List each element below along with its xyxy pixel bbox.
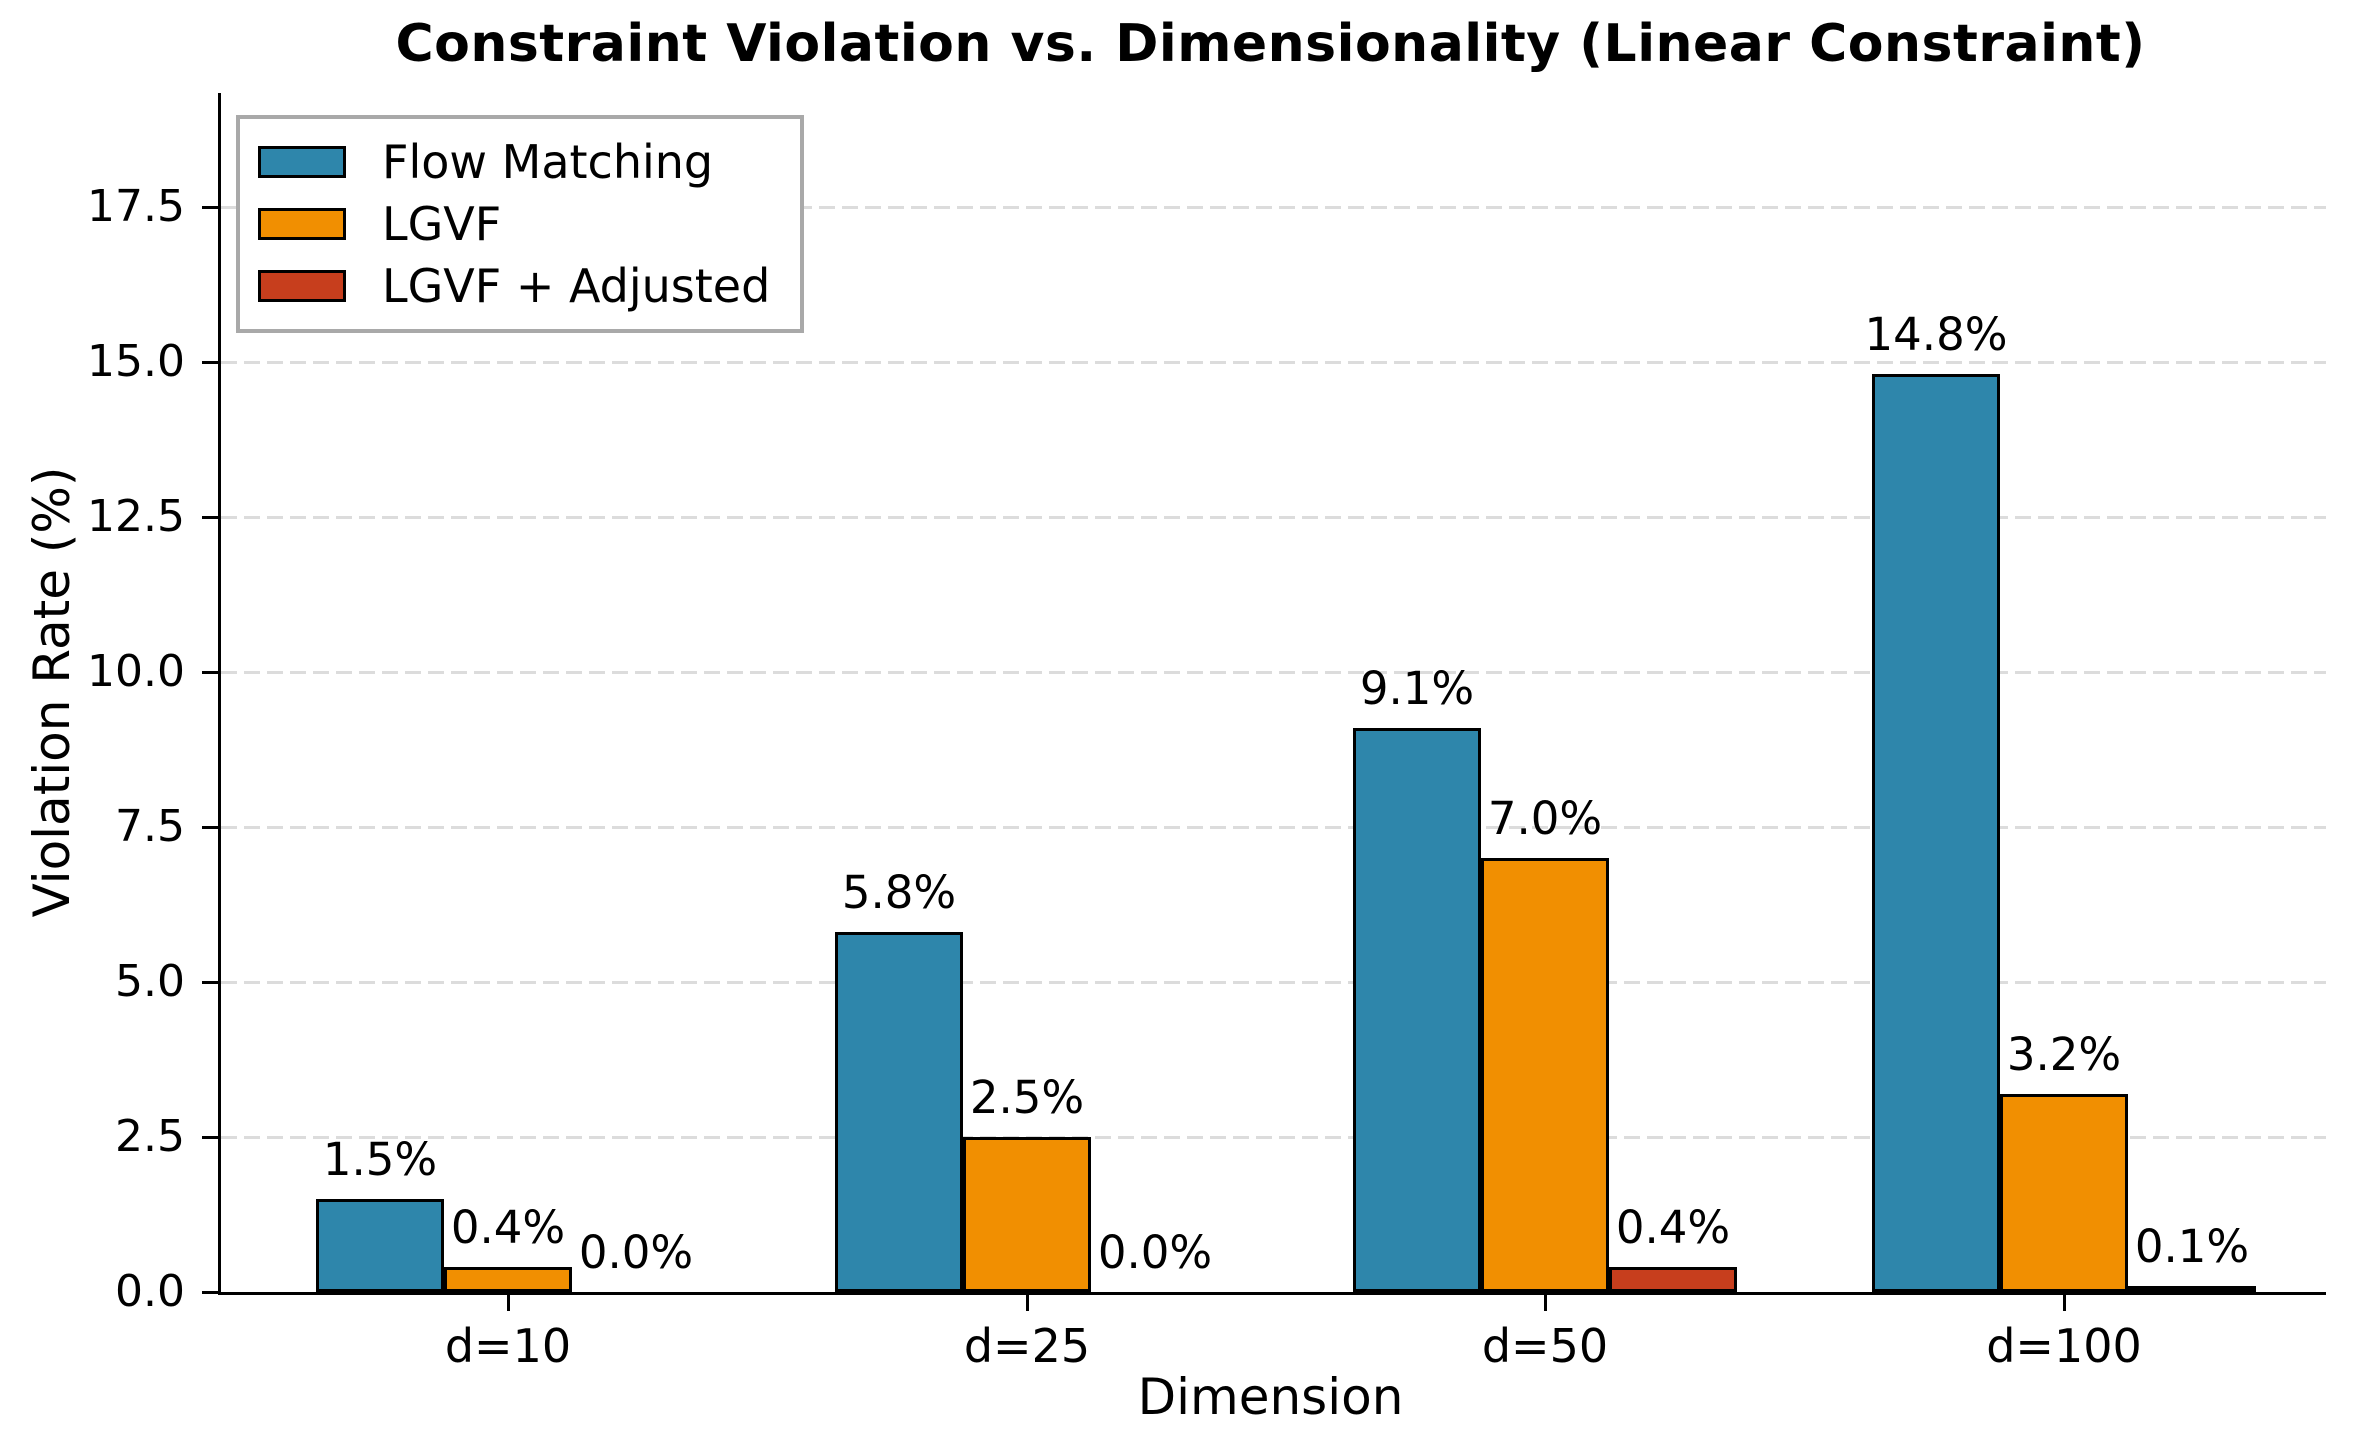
plot-area: 0.0 2.5 5.0 7.5 10.0 12.5 15.0 17.5 d=10 d=25 d=50… [87,93,2326,1373]
bar-flow-matching-d=10 [316,1199,444,1292]
y-tick-label-0.0: 0.0 [115,1266,185,1317]
gridline-2.5 [221,1135,2326,1139]
legend-item-lgvf: LGVF [258,193,770,255]
y-tick-mark-0.0 [202,1290,218,1294]
x-tick-label-d=10: d=10 [444,1319,572,1373]
value-label-lgvf-adjusted-d=25: 0.0% [1097,1226,1213,1279]
x-tick-label-d=50: d=50 [1481,1319,1609,1373]
value-label-flow-matching-d=50: 9.1% [1359,662,1475,715]
y-tick-label-15.0: 15.0 [87,336,185,387]
gridline-17.5 [221,205,2326,209]
legend-label: LGVF [382,197,502,251]
x-axis-label: Dimension [1137,1368,1404,1426]
bar-lgvf-d=100 [2000,1094,2128,1292]
y-tick-label-5.0: 5.0 [115,956,185,1007]
y-tick-mark-5.0 [202,980,218,984]
legend-swatch-icon [258,208,346,240]
y-tick-mark-12.5 [202,515,218,519]
value-label-lgvf-d=100: 3.2% [2006,1028,2122,1081]
bar-lgvf-d=10 [444,1267,572,1292]
y-tick-label-7.5: 7.5 [115,801,185,852]
x-tick-label-d=25: d=25 [963,1319,1091,1373]
y-tick-mark-10.0 [202,670,218,674]
value-label-lgvf-d=10: 0.4% [450,1201,566,1254]
bar-flow-matching-d=25 [835,932,963,1292]
value-label-lgvf-adjusted-d=50: 0.4% [1615,1201,1731,1254]
legend-label: LGVF + Adjusted [382,259,771,313]
x-tick-label-d=100: d=100 [1986,1319,2142,1373]
y-tick-mark-7.5 [202,825,218,829]
gridline-15.0 [221,360,2326,364]
value-label-flow-matching-d=10: 1.5% [322,1133,438,1186]
legend-item-flow-matching: Flow Matching [258,131,770,193]
value-label-lgvf-adjusted-d=100: 0.1% [2134,1220,2250,1273]
y-tick-label-10.0: 10.0 [87,646,185,697]
legend-item-lgvf-adjusted: LGVF + Adjusted [258,255,770,317]
gridline-5.0 [221,980,2326,984]
value-label-flow-matching-d=100: 14.8% [1864,308,2008,361]
y-tick-label-12.5: 12.5 [87,491,185,542]
bar-lgvf-d=50 [1481,858,1609,1292]
bar-flow-matching-d=50 [1353,728,1481,1292]
y-tick-label-17.5: 17.5 [87,181,185,232]
legend: Flow Matching LGVF LGVF + Adjusted [236,115,805,333]
bar-lgvf-adjusted-d=100 [2128,1286,2256,1292]
value-label-lgvf-d=50: 7.0% [1487,792,1603,845]
gridline-12.5 [221,515,2326,519]
y-tick-label-2.5: 2.5 [115,1111,185,1162]
gridline-10.0 [221,670,2326,674]
x-tick-mark-d=25 [1025,1295,1029,1311]
chart-title: Constraint Violation vs. Dimensionality … [395,14,2146,74]
value-label-flow-matching-d=25: 5.8% [841,866,957,919]
legend-swatch-icon [258,146,346,178]
bar-lgvf-d=25 [963,1137,1091,1292]
value-label-lgvf-d=25: 2.5% [969,1071,1085,1124]
legend-label: Flow Matching [382,135,714,189]
y-tick-mark-15.0 [202,360,218,364]
value-label-lgvf-adjusted-d=10: 0.0% [578,1226,694,1279]
bar-flow-matching-d=100 [1872,374,2000,1292]
bar-lgvf-adjusted-d=50 [1609,1267,1737,1292]
x-tick-mark-d=100 [2062,1295,2066,1311]
x-tick-mark-d=10 [506,1295,510,1311]
gridline-7.5 [221,825,2326,829]
y-tick-mark-2.5 [202,1135,218,1139]
y-tick-mark-17.5 [202,205,218,209]
x-tick-mark-d=50 [1543,1295,1547,1311]
legend-swatch-icon [258,270,346,302]
